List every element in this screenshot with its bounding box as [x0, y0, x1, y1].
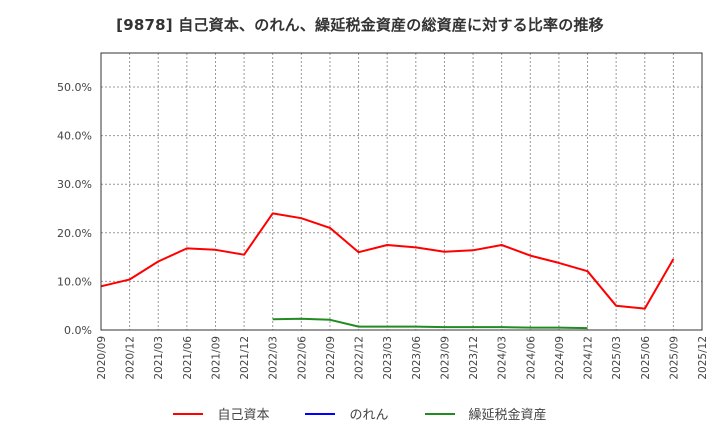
x-tick-label: 2023/09 [439, 336, 451, 380]
legend-swatch-red-line [173, 412, 204, 415]
legend-item-equity: 自己資本 [173, 404, 269, 423]
legend-label: 繰延税金資産 [468, 408, 547, 423]
plot-frame [100, 52, 703, 331]
legend-swatch-blue-line [305, 412, 336, 415]
y-tick-label: 0.0% [64, 324, 92, 337]
legend-item-deferred-tax-assets: 繰延税金資産 [424, 404, 547, 423]
chart-title: [9878] 自己資本、のれん、繰延税金資産の総資産に対する比率の推移 [116, 16, 604, 34]
x-tick-label: 2021/12 [239, 336, 251, 380]
x-tick-label: 2020/09 [96, 336, 108, 380]
data-series [100, 212, 675, 330]
y-tick-label: 20.0% [57, 227, 92, 240]
x-tick-label: 2022/12 [354, 336, 366, 380]
y-tick-label: 40.0% [57, 130, 92, 143]
legend-label: 自己資本 [217, 408, 270, 423]
x-tick-label: 2022/09 [325, 336, 337, 380]
y-tick-label: 30.0% [57, 178, 92, 191]
x-tick-label: 2021/09 [210, 336, 222, 380]
y-axis-ticks: 0.0% 10.0% 20.0% 30.0% 40.0% 50.0% [57, 81, 92, 337]
x-tick-label: 2024/12 [583, 336, 595, 380]
legend: 自己資本 のれん 繰延税金資産 [0, 404, 720, 423]
y-tick-label: 50.0% [57, 81, 92, 94]
x-tick-label: 2021/06 [182, 336, 194, 380]
x-tick-label: 2024/06 [525, 336, 537, 380]
x-tick-label: 2021/03 [153, 336, 165, 380]
x-tick-label: 2025/06 [640, 336, 652, 380]
y-tick-label: 10.0% [57, 275, 92, 288]
legend-item-goodwill: のれん [305, 404, 389, 423]
x-tick-label: 2023/06 [411, 336, 423, 380]
x-tick-label: 2025/12 [697, 336, 709, 380]
legend-swatch-green-line [424, 412, 455, 415]
x-tick-label: 2023/03 [382, 336, 394, 380]
x-tick-label: 2022/06 [296, 336, 308, 380]
x-tick-label: 2024/03 [497, 336, 509, 380]
legend-label: のれん [349, 408, 389, 423]
x-tick-label: 2024/09 [554, 336, 566, 380]
x-tick-label: 2020/12 [125, 336, 137, 380]
x-tick-label: 2025/09 [668, 336, 680, 380]
x-axis-ticks: 2020/09 2020/12 2021/03 2021/06 2021/09 2021/… [96, 336, 709, 380]
series-line [272, 317, 588, 330]
x-tick-label: 2025/03 [611, 336, 623, 380]
x-tick-label: 2022/03 [268, 336, 280, 380]
grid-lines [100, 53, 703, 330]
x-tick-label: 2023/12 [468, 336, 480, 380]
series-line [100, 212, 675, 310]
